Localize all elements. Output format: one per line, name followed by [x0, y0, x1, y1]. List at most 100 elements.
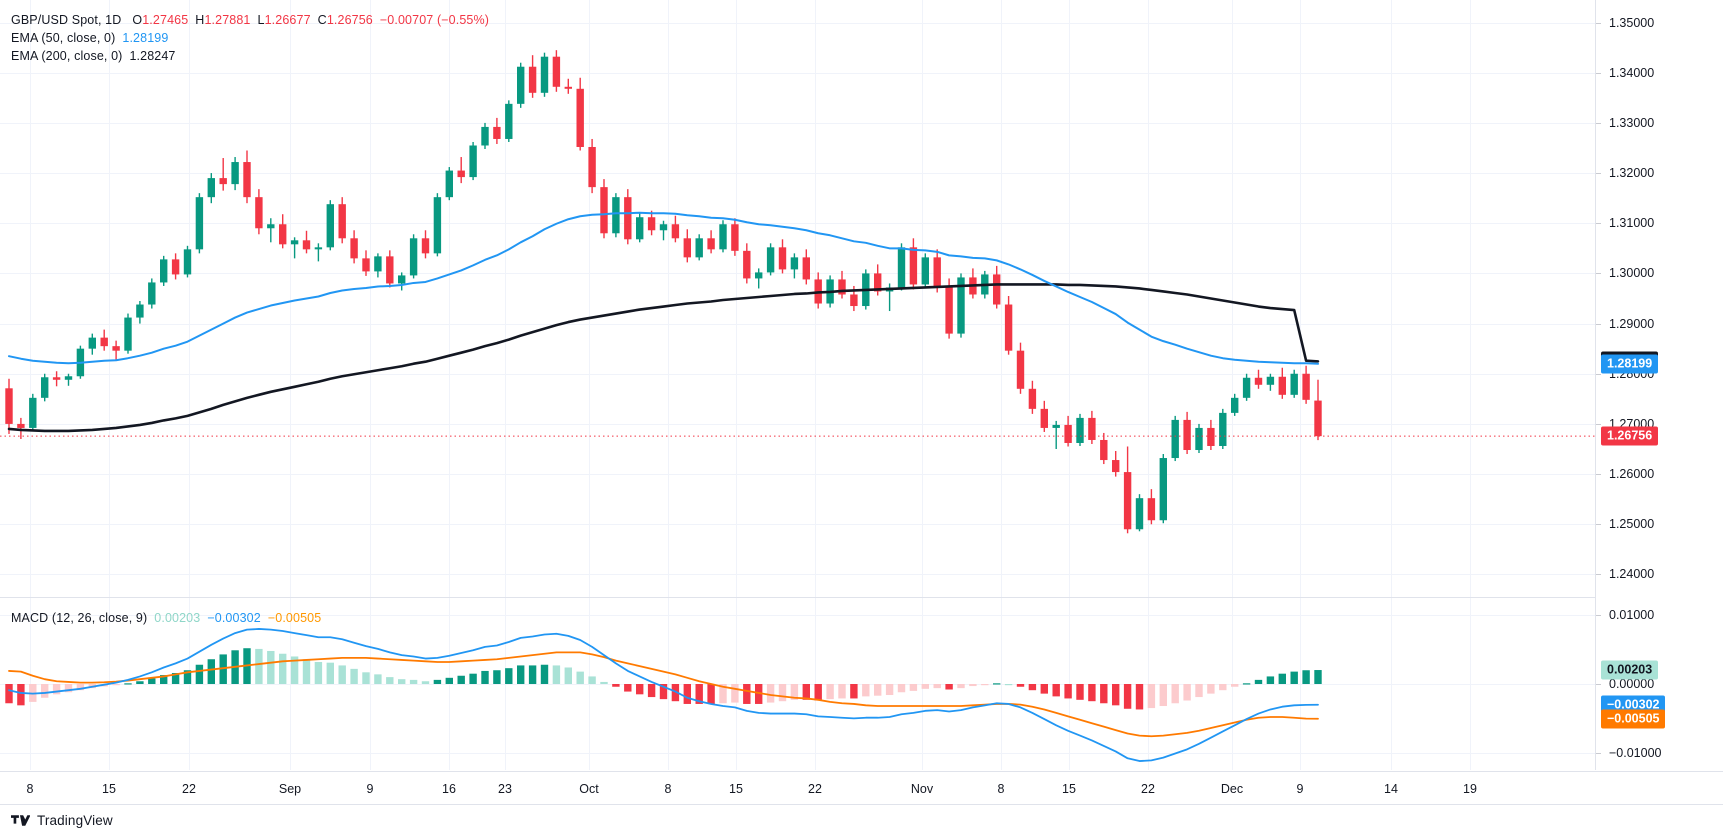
candle-body	[1278, 376, 1286, 395]
candle-body	[88, 337, 96, 349]
macd-line	[8, 628, 1319, 762]
time-axis-label: Oct	[579, 782, 599, 796]
candle-body	[267, 224, 275, 229]
candle-body	[1302, 373, 1310, 400]
candle-body	[183, 249, 192, 275]
macd-histogram-bar	[1004, 684, 1013, 686]
macd-histogram-bar	[897, 684, 906, 693]
candle-body	[1290, 373, 1298, 395]
candle-body	[1254, 377, 1263, 385]
macd-badge-histogram[interactable]: 0.00203	[1601, 660, 1659, 680]
candle-body	[957, 277, 965, 334]
macd-histogram-bar	[731, 684, 739, 703]
macd-histogram-bar	[981, 684, 989, 686]
candle-body	[279, 224, 287, 245]
macd-histogram-bar	[219, 654, 227, 684]
price-axis-label: 1.25000	[1609, 517, 1655, 532]
macd-histogram-bar	[302, 659, 311, 684]
candle-body	[838, 279, 846, 295]
candle-body	[1266, 376, 1275, 385]
macd-histogram-bar	[1266, 676, 1275, 684]
price-axis-label: 1.33000	[1609, 115, 1655, 130]
macd-histogram-bar	[374, 674, 382, 684]
price-axis[interactable]: 1.35000 1.34000 1.33000 1.32000 1.31000 1.300…	[1595, 0, 1723, 597]
macd-histogram-bar	[957, 684, 965, 689]
macd-histogram-bar	[719, 684, 727, 704]
price-pane[interactable]	[0, 0, 1595, 597]
candle-body	[1171, 419, 1179, 459]
candle-body	[409, 238, 418, 276]
macd-histogram-bar	[588, 676, 596, 684]
ema50-line	[8, 211, 1319, 365]
macd-histogram-bar	[148, 678, 156, 684]
price-axis-tick	[1595, 474, 1601, 476]
tradingview-logo[interactable]: TradingView	[11, 813, 113, 828]
candle-body	[778, 247, 787, 270]
macd-histogram-bar	[112, 684, 120, 686]
tradingview-logo-icon	[11, 815, 30, 826]
candle-body	[124, 317, 132, 351]
candle-body	[659, 224, 668, 231]
macd-histogram-bar	[671, 684, 680, 702]
price-badge-last[interactable]: 1.26756	[1601, 426, 1659, 446]
macd-histogram-bar	[1183, 684, 1191, 701]
price-axis-tick	[1595, 574, 1601, 576]
candle-body	[993, 274, 1001, 305]
candle-body	[1231, 397, 1239, 413]
candle-body	[481, 126, 489, 146]
candle-body	[588, 146, 596, 188]
macd-histogram-bar	[552, 665, 561, 684]
price-axis-tick	[1595, 122, 1601, 124]
macd-histogram-bar	[862, 684, 870, 697]
candle-body	[1100, 439, 1108, 461]
macd-histogram-bar	[778, 684, 787, 702]
macd-histogram-bar	[267, 650, 275, 684]
price-axis-label: 1.29000	[1609, 316, 1655, 331]
candle-body	[29, 397, 37, 428]
candle-body	[148, 282, 156, 305]
price-badge-ema50[interactable]: 1.28199	[1601, 354, 1659, 374]
macd-histogram-bar	[1159, 684, 1167, 707]
macd-histogram-series	[5, 648, 1322, 710]
macd-histogram-bar	[874, 684, 882, 696]
time-axis-label: 8	[997, 782, 1005, 796]
candle-body	[1088, 417, 1096, 440]
price-axis-label: 1.26000	[1609, 467, 1655, 482]
candle-body	[766, 247, 775, 273]
macd-histogram-bar	[76, 684, 85, 691]
macd-histogram-bar	[695, 684, 703, 704]
macd-histogram-bar	[517, 665, 525, 684]
candle-body	[755, 272, 763, 279]
candle-body	[517, 66, 525, 104]
time-axis-label: 15	[729, 782, 743, 796]
macd-histogram-bar	[1147, 684, 1156, 709]
candle-body	[1123, 472, 1132, 530]
macd-histogram-bar	[1088, 684, 1096, 702]
macd-histogram-bar	[1219, 684, 1227, 691]
macd-histogram-bar	[933, 684, 941, 689]
candle-body	[207, 178, 215, 198]
macd-histogram-bar	[683, 684, 691, 704]
candle-body	[790, 257, 799, 270]
macd-histogram-bar	[279, 653, 287, 684]
macd-axis-label: 0.00000	[1609, 677, 1655, 691]
candle-body	[528, 66, 537, 93]
time-axis-label: 9	[1296, 782, 1304, 796]
time-axis-label: Dec	[1220, 782, 1244, 796]
price-axis-tick	[1595, 373, 1601, 375]
time-axis[interactable]: 8 15 22 Sep 9 16 23 Oct 8 15 22 Nov 8 15 22 Dec 9 14 19	[0, 771, 1723, 805]
candle-body	[421, 238, 430, 254]
macd-axis-tick	[1595, 752, 1601, 754]
macd-histogram-bar	[136, 681, 144, 684]
time-axis-label: 8	[26, 782, 34, 796]
macd-pane[interactable]: MACD (12, 26, close, 9) 0.00203 −0.00302 −0…	[0, 598, 1595, 770]
macd-histogram-bar	[707, 684, 715, 704]
candle-body	[433, 197, 442, 254]
candle-body	[457, 170, 465, 178]
candle-body	[160, 259, 168, 283]
time-axis-label: Sep	[278, 782, 302, 796]
macd-badge-signal[interactable]: −0.00505	[1601, 709, 1666, 729]
candle-body	[314, 247, 323, 250]
macd-axis[interactable]: 0.01000 0.00000 −0.01000 0.00203 −0.00302 −0.…	[1595, 598, 1723, 770]
macd-histogram-bar	[755, 684, 763, 704]
